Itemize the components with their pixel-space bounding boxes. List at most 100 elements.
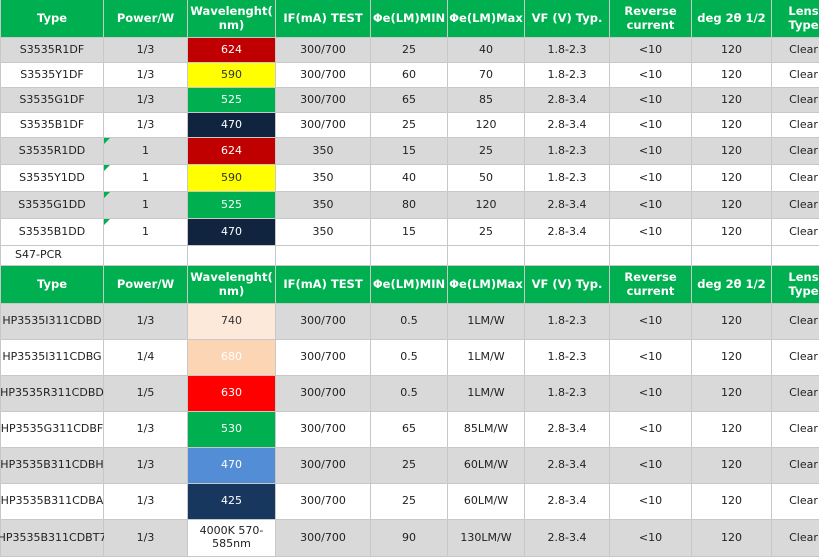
cell-deg[interactable]: 120 [692,113,772,138]
cell-rev[interactable]: <10 [610,113,692,138]
cell-rev[interactable]: <10 [610,138,692,165]
cell-rev[interactable]: <10 [610,219,692,246]
cell-vf[interactable]: 1.8-2.3 [525,165,610,192]
cell-deg[interactable]: 120 [692,219,772,246]
header-type[interactable]: Type [1,0,104,38]
cell-power[interactable]: 1/3 [104,412,188,448]
cell-power[interactable]: 1/3 [104,113,188,138]
cell-min[interactable]: 65 [371,88,448,113]
cell-wavelength[interactable]: 590 [188,63,276,88]
cell-type[interactable]: HP3535I311CDBD [1,304,104,340]
cell-lens[interactable]: Clear [772,192,819,219]
cell-rev[interactable]: <10 [610,448,692,484]
cell-rev[interactable]: <10 [610,304,692,340]
cell-vf[interactable]: 2.8-3.4 [525,113,610,138]
cell-rev[interactable]: <10 [610,484,692,520]
cell-min[interactable]: 90 [371,520,448,557]
cell-if[interactable]: 300/700 [276,38,371,63]
header-deg[interactable]: deg 2θ 1/2 [692,266,772,304]
cell-power[interactable]: 1 [104,165,188,192]
cell-rev[interactable]: <10 [610,340,692,376]
cell-deg[interactable]: 120 [692,412,772,448]
cell-rev[interactable]: <10 [610,376,692,412]
cell-type[interactable]: S3535Y1DD [1,165,104,192]
cell-deg[interactable]: 120 [692,88,772,113]
cell-wavelength[interactable]: 530 [188,412,276,448]
header-flux-max[interactable]: Φe(LM)Max [448,266,525,304]
cell-lens[interactable]: Clear [772,520,819,557]
cell-min[interactable]: 40 [371,165,448,192]
cell-wavelength[interactable]: 470 [188,113,276,138]
cell-type[interactable]: S3535B1DD [1,219,104,246]
cell-type[interactable]: HP3535B311CDBH [0,448,104,484]
cell-max[interactable]: 120 [448,192,525,219]
cell-wavelength[interactable]: 630 [188,376,276,412]
cell-rev[interactable]: <10 [610,192,692,219]
cell-deg[interactable]: 120 [692,484,772,520]
cell-vf[interactable]: 1.8-2.3 [525,376,610,412]
header-vf[interactable]: VF (V) Typ. [525,266,610,304]
cell-max[interactable]: 70 [448,63,525,88]
cell-type[interactable]: HP3535R311CDBD [0,376,104,412]
empty-cell[interactable] [772,246,819,266]
cell-min[interactable]: 15 [371,138,448,165]
cell-lens[interactable]: Clear [772,138,819,165]
cell-if[interactable]: 300/700 [276,412,371,448]
separator-label[interactable]: S47-PCR [1,246,104,266]
cell-power[interactable]: 1/3 [104,484,188,520]
cell-wavelength[interactable]: 590 [188,165,276,192]
cell-deg[interactable]: 120 [692,304,772,340]
cell-if[interactable]: 300/700 [276,63,371,88]
cell-type[interactable]: HP3535B311CDBT7 [0,520,106,557]
cell-deg[interactable]: 120 [692,520,772,557]
cell-lens[interactable]: Clear [772,412,819,448]
cell-power[interactable]: 1/3 [104,448,188,484]
empty-cell[interactable] [610,246,692,266]
cell-min[interactable]: 0.5 [371,340,448,376]
cell-min[interactable]: 80 [371,192,448,219]
cell-power[interactable]: 1/3 [104,38,188,63]
empty-cell[interactable] [692,246,772,266]
cell-max[interactable]: 85LM/W [448,412,525,448]
header-flux-min[interactable]: Φe(LM)MIN [371,0,448,38]
header-type[interactable]: Type [1,266,104,304]
cell-if[interactable]: 350 [276,138,371,165]
cell-type[interactable]: HP3535G311CDBF [1,412,104,448]
cell-max[interactable]: 85 [448,88,525,113]
cell-deg[interactable]: 120 [692,138,772,165]
cell-if[interactable]: 350 [276,219,371,246]
cell-min[interactable]: 15 [371,219,448,246]
cell-max[interactable]: 25 [448,219,525,246]
header-reverse-current[interactable]: Reverse current [624,270,677,298]
empty-cell[interactable] [371,246,448,266]
cell-vf[interactable]: 2.8-3.4 [525,88,610,113]
cell-lens[interactable]: Clear [772,376,819,412]
cell-vf[interactable]: 1.8-2.3 [525,63,610,88]
header-wavelength[interactable]: Wavelenght( nm) [190,4,273,32]
header-vf[interactable]: VF (V) Typ. [525,0,610,38]
cell-lens[interactable]: Clear [772,448,819,484]
cell-lens[interactable]: Clear [772,38,819,63]
cell-power[interactable]: 1/3 [104,520,188,557]
cell-power[interactable]: 1/4 [104,340,188,376]
cell-wavelength[interactable]: 680 [188,340,276,376]
cell-wavelength[interactable]: 624 [188,38,276,63]
cell-type[interactable]: HP3535B311CDBA [1,484,104,520]
cell-wavelength[interactable]: 470 [188,448,276,484]
cell-max[interactable]: 1LM/W [448,304,525,340]
cell-type[interactable]: S3535G1DD [1,192,104,219]
cell-min[interactable]: 65 [371,412,448,448]
cell-min[interactable]: 25 [371,448,448,484]
cell-wavelength[interactable]: 470 [188,219,276,246]
empty-cell[interactable] [104,246,188,266]
cell-max[interactable]: 1LM/W [448,376,525,412]
cell-type[interactable]: S3535Y1DF [1,63,104,88]
cell-if[interactable]: 300/700 [276,113,371,138]
header-flux-max[interactable]: Φe(LM)Max [448,0,525,38]
cell-max[interactable]: 60LM/W [448,484,525,520]
cell-min[interactable]: 0.5 [371,376,448,412]
cell-wavelength[interactable]: 525 [188,192,276,219]
header-reverse-current[interactable]: Reverse current [624,4,677,32]
header-lens-type[interactable]: Lens Type [788,270,819,298]
cell-vf[interactable]: 2.8-3.4 [525,484,610,520]
